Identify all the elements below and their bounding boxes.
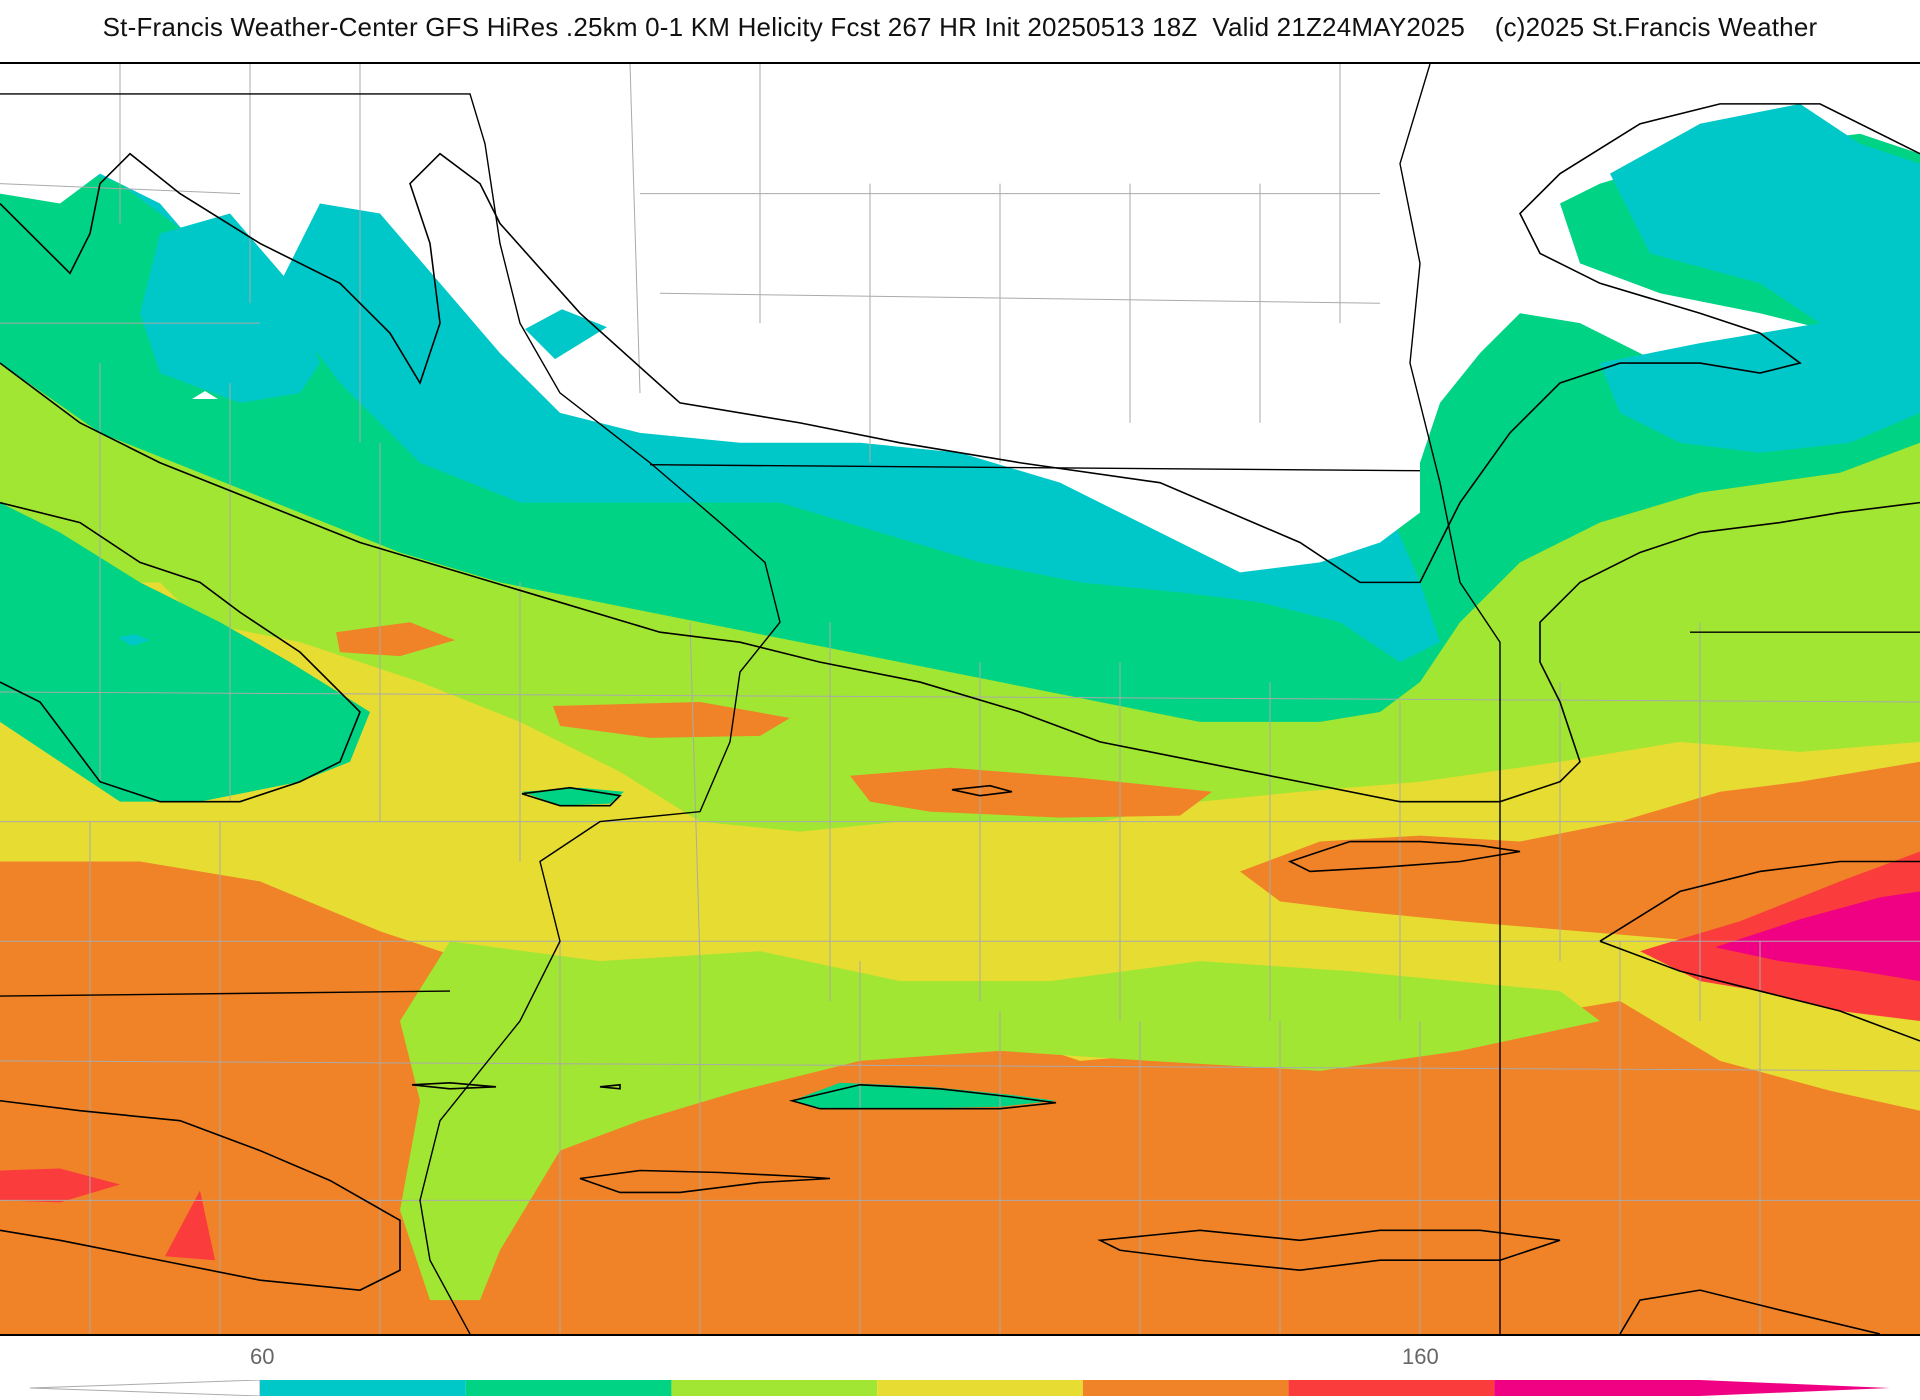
colorbar-bin-2 (671, 1380, 878, 1396)
state-boundaries (0, 64, 1920, 1334)
colorbar (30, 1380, 1890, 1396)
helicity-region-magenta-east (1715, 891, 1920, 982)
colorbar-bin-3 (877, 1380, 1083, 1396)
helicity-region-cyan-northwest (140, 213, 320, 403)
helicity-region-teal-south (792, 1082, 1056, 1109)
helicity-region-orange-patch-2 (553, 701, 790, 738)
map-panel (0, 62, 1920, 1336)
helicity-region-red-west-2 (165, 1190, 215, 1261)
helicity-region-orange-patch-3 (850, 767, 1212, 818)
colorbar-bin-0 (260, 1380, 466, 1396)
colorbar-bin-4 (1082, 1380, 1289, 1396)
colorbar-bin-1 (465, 1380, 672, 1396)
colorbar-above-arrow (1700, 1380, 1890, 1396)
helicity-region-cyan-north (1600, 103, 1920, 453)
helicity-contours (0, 103, 1920, 1334)
helicity-region-cyan-small (118, 634, 150, 647)
colorbar-tick-label-60: 60 (250, 1344, 275, 1369)
map-title: St-Francis Weather-Center GFS HiRes .25k… (102, 12, 1818, 42)
colorbar-tick-label-160: 160 (1402, 1344, 1439, 1369)
helicity-region-white (0, 64, 1920, 573)
helicity-region-teal-west (0, 502, 370, 802)
helicity-region-white-patch (192, 390, 218, 399)
colorbar-bins (30, 1380, 1890, 1396)
county-boundaries (0, 64, 1920, 1334)
helicity-map (0, 64, 1920, 1334)
colorbar-bin-6 (1494, 1380, 1700, 1396)
colorbar-below-arrow (30, 1380, 261, 1396)
helicity-region-orange-patch-1 (336, 622, 455, 657)
colorbar-bin-5 (1288, 1380, 1495, 1396)
helicity-region-cyan-patch (525, 309, 607, 360)
helicity-fill-layer (0, 64, 1920, 1334)
